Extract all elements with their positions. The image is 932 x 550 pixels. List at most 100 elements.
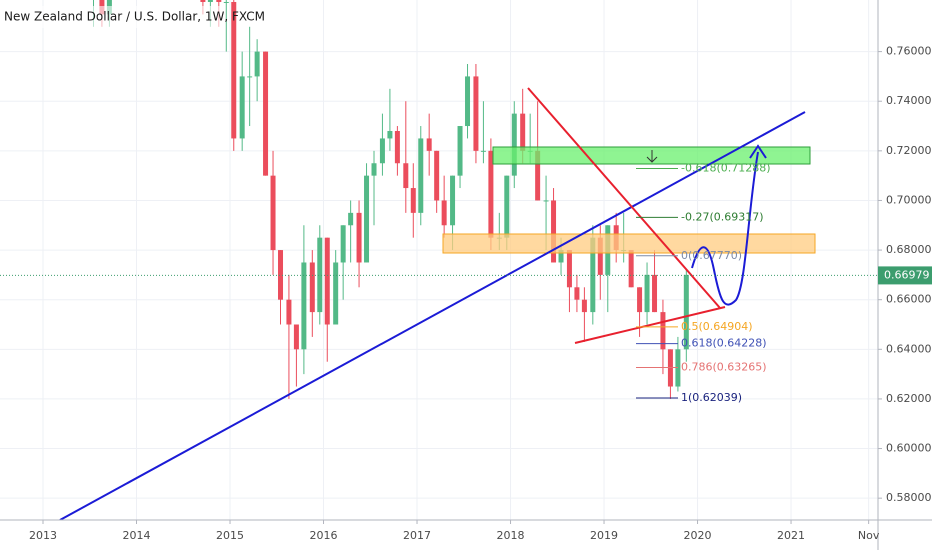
candle-body xyxy=(597,237,603,275)
target-arrow xyxy=(646,150,658,163)
y-tick-label: 0.64000 xyxy=(886,342,932,355)
candle-body xyxy=(379,138,385,164)
x-tick-label: 2017 xyxy=(403,529,431,542)
candle-body xyxy=(356,212,362,263)
grid xyxy=(0,0,878,520)
y-tick-label: 0.58000 xyxy=(886,491,932,504)
fib-label: 0(0.67770) xyxy=(681,249,742,262)
candle-body xyxy=(293,324,299,350)
current-price-label: 0.66979 xyxy=(884,268,930,281)
y-tick-label: 0.66000 xyxy=(886,293,932,306)
y-tick-label: 0.74000 xyxy=(886,94,932,107)
red-trendline xyxy=(527,87,721,309)
candle-body xyxy=(394,130,400,164)
fib-label: -0.27(0.69317) xyxy=(681,210,764,223)
drawings xyxy=(59,87,816,520)
x-tick-label: 2020 xyxy=(684,529,712,542)
candle-body xyxy=(364,175,370,263)
candle-body xyxy=(511,113,517,176)
title-backdrop xyxy=(0,6,225,28)
candle-body xyxy=(278,250,284,300)
candle-body xyxy=(652,274,658,313)
candle-body xyxy=(504,175,510,238)
candle-body xyxy=(317,237,323,313)
candle-body xyxy=(207,0,213,2)
fib-label: 0.786(0.63265) xyxy=(681,361,767,374)
candle-body xyxy=(340,225,346,263)
candle-body xyxy=(223,1,229,3)
candle-body xyxy=(348,212,354,226)
fib-label: 1(0.62039) xyxy=(681,391,742,404)
candle-body xyxy=(434,150,440,201)
x-tick-label: 2015 xyxy=(216,529,244,542)
candle-body xyxy=(644,274,650,313)
candle-body xyxy=(418,138,424,213)
candle-body xyxy=(450,175,456,226)
orange-zone xyxy=(442,233,816,254)
candle-body xyxy=(660,312,666,350)
candle-body xyxy=(410,188,416,213)
candle-body xyxy=(301,262,307,350)
candle-body xyxy=(628,250,634,288)
x-tick-label: Nov xyxy=(858,529,880,542)
current-price-box xyxy=(878,266,932,285)
candle-body xyxy=(535,150,541,201)
candle-body xyxy=(263,51,269,176)
x-tick-label: 2018 xyxy=(497,529,525,542)
candle-body xyxy=(387,130,393,139)
chart-title: New Zealand Dollar / U.S. Dollar, 1W, FX… xyxy=(4,10,265,24)
candle-body xyxy=(457,126,463,176)
candle-body xyxy=(231,1,237,139)
candle-body xyxy=(581,299,587,313)
candle-body xyxy=(558,250,564,263)
y-tick-label: 0.60000 xyxy=(886,442,932,455)
fib-label: 0.618(0.64228) xyxy=(681,337,767,350)
x-tick-label: 2016 xyxy=(310,529,338,542)
y-tick-label: 0.62000 xyxy=(886,392,932,405)
y-tick-label: 0.70000 xyxy=(886,193,932,206)
candle-body xyxy=(566,250,572,288)
candle-body xyxy=(480,150,486,152)
x-tick-label: 2021 xyxy=(777,529,805,542)
y-tick-label: 0.68000 xyxy=(886,243,932,256)
candle-body xyxy=(683,274,689,350)
fib-levels: -0.618(0.71288) -0.27(0.69317) 0(0.67770) 0… xyxy=(636,162,771,404)
candle-body xyxy=(543,200,549,202)
candle-body xyxy=(254,51,260,77)
candle-body xyxy=(324,237,330,325)
projection-path xyxy=(691,151,759,306)
candle-body xyxy=(551,200,557,263)
axes: 0.58000 0.60000 0.62000 0.64000 0.66000 0.680… xyxy=(0,45,932,542)
candle-body xyxy=(200,0,206,2)
y-tick-label: 0.72000 xyxy=(886,144,932,157)
candle-body xyxy=(465,76,471,127)
candle-body xyxy=(520,113,526,151)
x-tick-label: 2013 xyxy=(29,529,57,542)
candle-body xyxy=(371,163,377,176)
candle-body xyxy=(247,76,253,78)
candle-body xyxy=(637,287,643,313)
candle-body xyxy=(574,287,580,300)
candle-body xyxy=(403,163,409,189)
candle-body xyxy=(590,237,596,313)
candle-body xyxy=(309,262,315,313)
fib-label: 0.5(0.64904) xyxy=(681,320,753,333)
candle-body xyxy=(216,0,222,2)
candle-body xyxy=(473,76,479,151)
candle-body xyxy=(426,138,432,151)
y-tick-label: 0.76000 xyxy=(886,45,932,58)
x-tick-label: 2014 xyxy=(123,529,151,542)
candle-body xyxy=(270,175,276,251)
candle-body xyxy=(286,299,292,325)
candle-body xyxy=(488,150,494,238)
fib-label: -0.618(0.71288) xyxy=(681,162,771,175)
red-support xyxy=(574,306,726,344)
candle-body xyxy=(333,262,339,325)
x-tick-label: 2019 xyxy=(590,529,618,542)
blue-trendline xyxy=(59,111,806,520)
candle-body xyxy=(441,200,447,226)
projection-arrow xyxy=(749,144,767,159)
candle-body xyxy=(239,76,245,139)
